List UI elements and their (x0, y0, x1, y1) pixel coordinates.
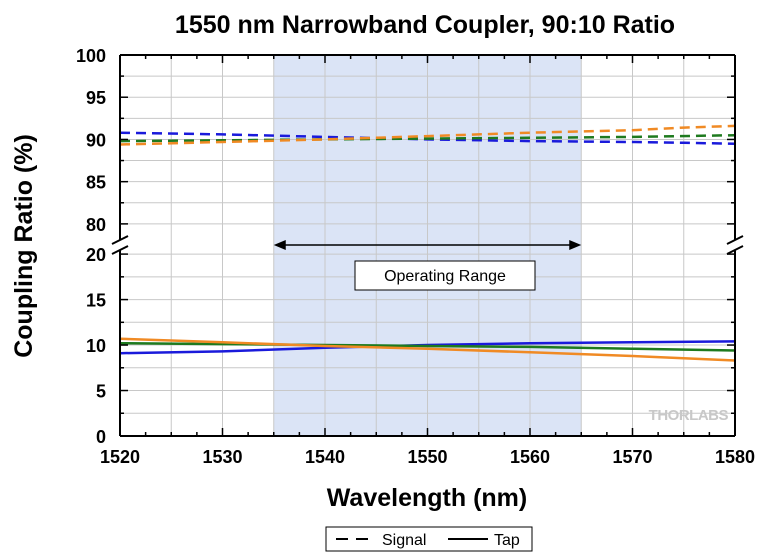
x-tick-label-1570: 1570 (612, 447, 652, 467)
y-upper-tick-label-90: 90 (86, 130, 106, 150)
series-line-signal-3 (119, 124, 736, 146)
legend-signal-label: Signal (382, 532, 426, 549)
chart-title: 1550 nm Narrowband Coupler, 90:10 Ratio (175, 11, 675, 39)
series-line-signal-2 (119, 133, 736, 143)
y-lower-tick-label-0: 0 (96, 427, 106, 447)
y-upper-tick-label-95: 95 (86, 88, 106, 108)
y-upper-tick-label-80: 80 (86, 215, 106, 235)
legend: Signal Tap (325, 526, 533, 552)
break-mark-right-lower (726, 245, 744, 255)
x-tick-label-1530: 1530 (202, 447, 242, 467)
y-upper-tick-label-85: 85 (86, 173, 106, 193)
y-tick-labels: 80 85 90 95 100 0 5 10 15 20 (76, 46, 106, 447)
x-tick-labels: 1520 1530 1540 1550 1560 1570 1580 (100, 447, 755, 467)
x-axis-title: Wavelength (nm) (327, 484, 527, 512)
operating-range-arrow (273, 240, 582, 250)
y-axis-title: Coupling Ratio (%) (10, 134, 38, 358)
axis-break-marks (111, 235, 744, 255)
data-series (119, 124, 736, 362)
x-tick-label-1520: 1520 (100, 447, 140, 467)
arrow-head-left (273, 240, 286, 250)
operating-range-label-box (354, 260, 536, 291)
break-mark-left-lower (111, 245, 129, 255)
x-tick-label-1540: 1540 (305, 447, 345, 467)
x-tick-label-1560: 1560 (510, 447, 550, 467)
series-line-tap-6 (119, 337, 736, 362)
y-upper-tick-label-100: 100 (76, 46, 106, 66)
legend-tap-label: Tap (494, 532, 520, 549)
x-tick-label-1580: 1580 (715, 447, 755, 467)
x-tick-label-1550: 1550 (407, 447, 447, 467)
y-lower-tick-label-10: 10 (86, 336, 106, 356)
break-mark-right-upper (726, 235, 744, 245)
series-line-signal-1 (119, 131, 736, 145)
arrow-head-right (569, 240, 582, 250)
operating-range-label: Operating Range (384, 268, 506, 285)
thorlabs-watermark: THORLABS (649, 407, 729, 424)
break-mark-left-upper (111, 235, 129, 245)
y-lower-tick-label-20: 20 (86, 245, 106, 265)
axis-ticks (119, 54, 736, 437)
series-line-tap-5 (119, 341, 736, 352)
y-lower-tick-label-15: 15 (86, 291, 106, 311)
y-lower-tick-label-5: 5 (96, 382, 106, 402)
